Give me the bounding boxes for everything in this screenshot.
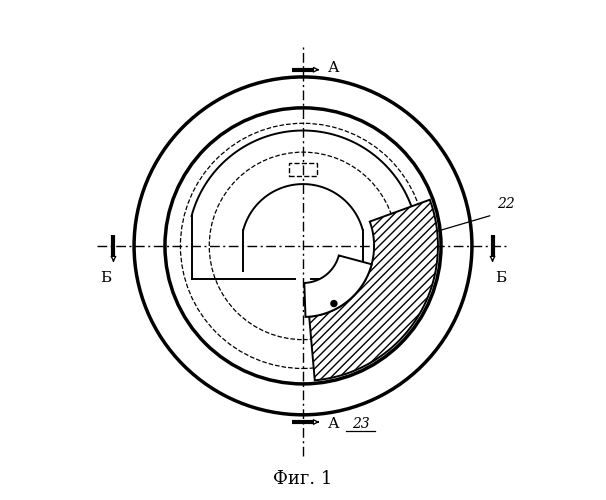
Text: А: А <box>328 60 339 74</box>
Text: 22: 22 <box>497 197 514 211</box>
Text: Б: Б <box>495 270 507 284</box>
Circle shape <box>330 300 338 308</box>
Bar <box>288 164 318 176</box>
Polygon shape <box>304 256 371 317</box>
Text: Б: Б <box>99 270 111 284</box>
Text: А: А <box>328 417 339 431</box>
Polygon shape <box>309 200 438 380</box>
Text: 23: 23 <box>352 417 370 431</box>
Text: Фиг. 1: Фиг. 1 <box>273 470 333 488</box>
